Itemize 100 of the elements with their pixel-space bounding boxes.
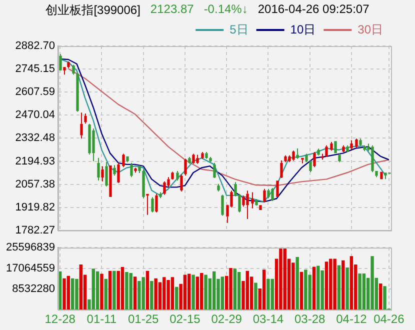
candlestick (305, 153, 308, 163)
candlestick (288, 154, 291, 163)
candlestick (251, 192, 254, 209)
candlestick (355, 138, 358, 148)
candlestick (280, 160, 283, 178)
candlestick (180, 174, 183, 192)
bar (362, 274, 366, 310)
x-tick-label: 02-15 (170, 312, 201, 326)
candlestick (217, 183, 220, 192)
y-tick-label: 8532280 (12, 282, 55, 295)
bar (246, 270, 249, 310)
bar (279, 248, 282, 310)
candlestick (72, 66, 75, 76)
candlestick (296, 148, 299, 158)
candlestick (163, 180, 166, 196)
text: -0.14%↓ (204, 2, 248, 18)
bar (146, 270, 150, 310)
bar (296, 257, 299, 310)
bar (79, 264, 82, 310)
candlestick (122, 153, 125, 168)
bar (266, 278, 270, 310)
legend-label: 30日 (358, 22, 384, 36)
bar (104, 278, 108, 310)
bar (237, 272, 241, 310)
bar (329, 258, 332, 310)
bar (96, 271, 100, 310)
bar (342, 260, 345, 310)
x-tick-label: 03-28 (294, 312, 326, 326)
candlestick (359, 138, 362, 145)
candlestick (84, 112, 87, 124)
bar (292, 262, 295, 310)
y-tick-label: 2882.70 (15, 40, 55, 52)
bar (350, 256, 354, 310)
y-tick-label: 1919.82 (15, 201, 55, 214)
bar (204, 274, 208, 310)
candlestick (176, 170, 179, 182)
bar (220, 276, 224, 310)
x-tick-label: 01-25 (128, 312, 159, 326)
candlestick (105, 162, 108, 187)
candlestick (159, 192, 162, 199)
candlestick (209, 156, 212, 163)
candlestick (213, 162, 216, 178)
x-tick-label: 12-28 (44, 312, 76, 326)
bar (270, 278, 274, 310)
bar (183, 274, 187, 310)
bar (142, 277, 145, 310)
legend-label: 5日 (230, 22, 248, 36)
candlestick (138, 166, 141, 174)
candlestick (184, 158, 187, 176)
bar (312, 266, 316, 310)
y-tick-label: 2607.59 (15, 86, 55, 98)
y-tick-label: 17064559 (6, 262, 55, 274)
y-tick-label: 1782.27 (15, 224, 55, 236)
candlestick (59, 54, 62, 70)
y-tick-label: 2332.48 (15, 132, 55, 144)
candlestick (350, 140, 353, 150)
candlestick (63, 67, 66, 76)
bar (112, 270, 116, 310)
bar (138, 281, 141, 310)
x-tick-label: 03-14 (252, 312, 284, 326)
bar (150, 281, 154, 310)
bar (333, 258, 336, 310)
bar (324, 262, 328, 310)
candlestick (188, 156, 191, 164)
bar (75, 278, 78, 310)
bar (62, 278, 66, 310)
bar (125, 272, 128, 310)
x-tick-label: 01-11 (86, 312, 117, 326)
candlestick (192, 153, 195, 164)
bar (229, 268, 232, 310)
candlestick (263, 188, 266, 202)
candlestick (126, 156, 129, 163)
bar (192, 274, 195, 310)
y-tick-label: 2745.15 (15, 63, 55, 76)
y-tick-label: 2057.38 (15, 178, 55, 190)
x-tick-label: 04-12 (336, 312, 368, 326)
candlestick (97, 157, 100, 182)
candlestick (196, 154, 199, 164)
candlestick (146, 194, 149, 216)
legend-label: 10日 (290, 22, 316, 36)
bar (200, 273, 204, 310)
candlestick (321, 153, 324, 160)
chart-title: 创业板指[399006] (46, 2, 140, 19)
candlestick (292, 150, 295, 162)
x-tick-label: 04-26 (374, 312, 405, 326)
bar (337, 265, 341, 310)
bar (175, 286, 178, 310)
y-tick-label: 2470.04 (15, 109, 55, 122)
candlestick (242, 195, 245, 207)
y-tick-label: 2194.93 (15, 155, 55, 168)
bar (370, 256, 374, 310)
candlestick (255, 198, 258, 206)
candlestick (130, 162, 133, 178)
candlestick (155, 193, 158, 213)
bar (233, 268, 236, 310)
bar (320, 270, 324, 310)
candlestick (76, 74, 79, 112)
y-tick-label: 25596839 (6, 242, 55, 254)
candlestick (246, 190, 249, 220)
bar (283, 248, 286, 310)
